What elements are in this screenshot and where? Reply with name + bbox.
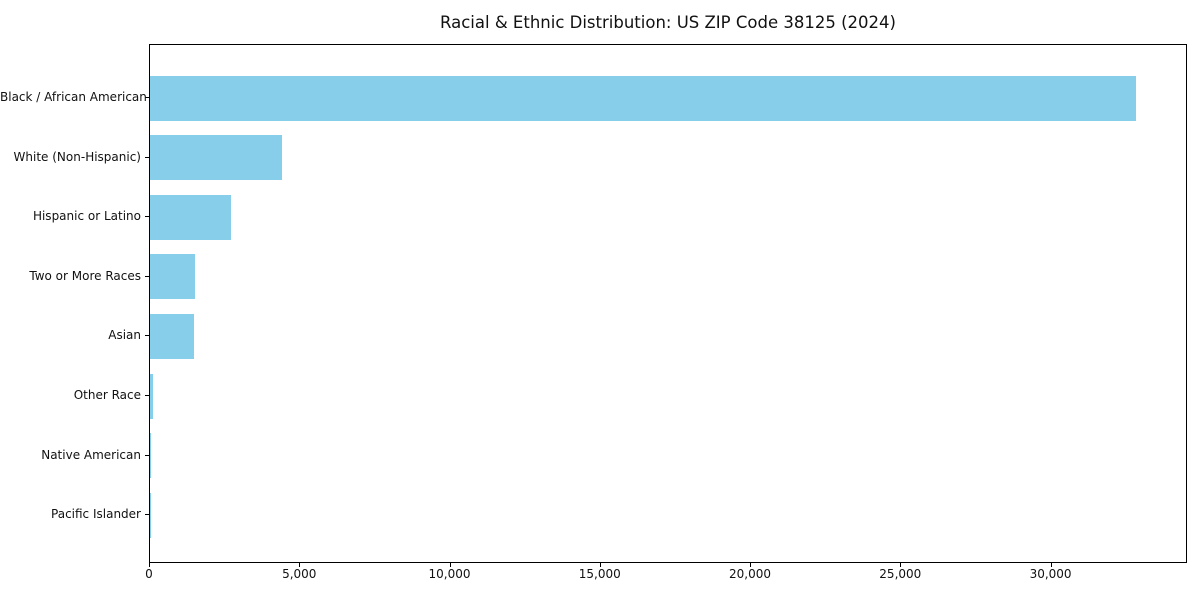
y-axis-label: Asian [108,328,141,343]
y-axis-tick [145,454,149,456]
x-axis-tick-label: 10,000 [428,567,471,581]
bar [150,135,283,181]
x-axis-tick [299,563,301,567]
y-axis-label: Black / African American [0,90,147,104]
x-axis-tick-label: 30,000 [1029,567,1072,581]
x-axis-tick [1050,563,1052,567]
y-axis-tick [145,335,149,337]
plot-area [149,44,1187,563]
y-axis-label: Native American [41,447,141,462]
y-axis-label: Hispanic or Latino [32,209,141,224]
y-axis-tick [145,97,149,98]
bar [150,492,151,538]
bar [150,433,152,479]
bar [150,75,1136,121]
x-axis-tick [449,563,451,567]
chart-title: Racial & Ethnic Distribution: US ZIP Cod… [440,13,896,32]
x-axis-tick [149,563,150,567]
bar [150,373,153,419]
y-axis-tick [145,216,149,218]
x-axis-tick [750,563,752,567]
x-axis-tick [900,563,902,567]
bar [150,254,196,300]
y-axis-label: White (Non-Hispanic) [13,149,141,164]
x-axis-tick-label: 0 [145,567,153,581]
bar [150,194,232,240]
x-axis-tick-label: 5,000 [282,567,317,581]
x-axis-tick-label: 15,000 [578,567,621,581]
y-axis-label: Other Race [73,388,141,402]
y-axis-tick [145,514,149,516]
x-axis-tick-label: 20,000 [729,567,772,581]
x-axis-tick-label: 25,000 [879,567,922,581]
x-axis-tick [599,563,601,567]
bar [150,313,195,359]
y-axis-tick [145,395,149,396]
y-axis-label: Pacific Islander [51,507,141,522]
y-axis-tick [145,275,149,277]
y-axis-tick [145,156,149,158]
y-axis-label: Two or More Races [29,268,141,283]
